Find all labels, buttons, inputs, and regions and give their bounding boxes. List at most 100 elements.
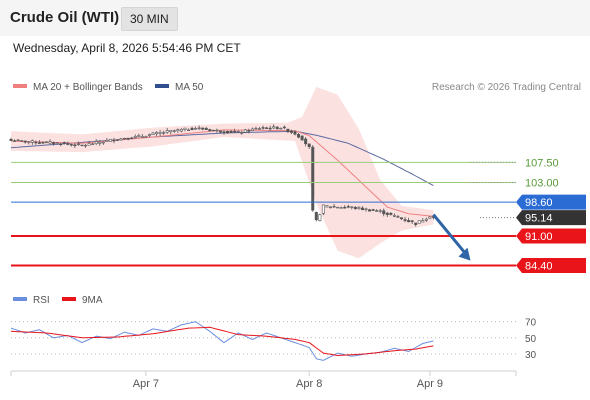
candle: [165, 127, 169, 134]
candle: [204, 126, 208, 130]
candle: [243, 128, 247, 134]
candle: [289, 129, 293, 135]
candle: [325, 205, 329, 208]
candle: [304, 137, 308, 147]
candle: [126, 137, 130, 141]
price-tag-label-support: 91.00: [525, 231, 553, 243]
candle: [187, 128, 191, 131]
candle: [69, 143, 73, 147]
candle: [62, 141, 66, 145]
candle: [265, 126, 269, 129]
candle: [261, 125, 265, 130]
candle: [222, 129, 226, 135]
price-tag-last: [516, 210, 586, 226]
rsi-legend-swatch: [13, 297, 27, 301]
candle: [240, 130, 244, 135]
candle: [257, 127, 261, 130]
rsi-series-rsi: [10, 321, 434, 361]
candle: [30, 139, 34, 145]
candle: [169, 130, 173, 135]
candle: [130, 136, 134, 140]
candle: [84, 144, 88, 148]
price-tag-label-pivot: 98.60: [525, 197, 553, 209]
candle: [403, 216, 407, 223]
candle: [371, 208, 375, 211]
price-tag-support: [516, 257, 586, 273]
candle: [321, 204, 325, 216]
interval-button[interactable]: 30 MIN: [121, 7, 178, 31]
bollinger-band: [11, 87, 434, 259]
candle: [272, 124, 276, 130]
candle: [378, 208, 382, 214]
candle: [233, 128, 237, 133]
candle: [158, 129, 162, 136]
main-legend: MA 20 + Bollinger Bands MA 50 Research ©…: [13, 82, 581, 93]
chart-header: Crude Oil (WTI) 30 MIN: [0, 0, 590, 36]
candle: [254, 126, 258, 130]
price-tag-label-support: 84.40: [525, 260, 553, 272]
candle: [375, 209, 379, 212]
candle: [211, 129, 215, 132]
ma50-line: [10, 130, 434, 187]
candle: [282, 125, 286, 130]
candle: [364, 207, 368, 212]
candle: [236, 130, 240, 133]
candle: [140, 133, 144, 138]
candle: [27, 141, 31, 145]
candle: [147, 133, 151, 137]
candle: [87, 140, 91, 146]
candle: [123, 137, 127, 140]
candle: [247, 128, 251, 134]
candle: [101, 141, 105, 145]
candle: [201, 127, 205, 131]
candle: [357, 206, 361, 210]
candle: [20, 140, 24, 143]
candle: [44, 140, 48, 144]
candle: [399, 217, 403, 221]
x-tick-label: Apr 9: [417, 378, 443, 390]
candle: [428, 215, 432, 219]
rsi-ma-legend-swatch: [62, 297, 76, 301]
candle: [382, 208, 386, 217]
level-lines: 107.50 103.00 98.60 95.14 91.00 84.40: [11, 157, 586, 273]
candle: [346, 204, 350, 209]
candle: [297, 133, 301, 139]
level-label-resistance: 107.50: [525, 157, 559, 169]
forecast-arrow-head: [458, 247, 471, 261]
candle: [410, 219, 414, 224]
candle: [332, 203, 336, 208]
candle: [250, 127, 254, 132]
candles: [9, 124, 435, 227]
forecast-arrow-shaft: [432, 213, 467, 255]
candle: [360, 206, 364, 211]
candle: [407, 217, 411, 223]
candle: [368, 208, 372, 212]
candle: [279, 127, 283, 130]
candle: [389, 212, 393, 216]
candle: [314, 211, 318, 222]
candle: [41, 141, 45, 144]
candle: [385, 212, 389, 218]
rsi-legend: RSI 9MA: [13, 295, 103, 306]
credit-text: Research © 2026 Trading Central: [432, 82, 581, 93]
ma20-legend-label: MA 20 + Bollinger Bands: [33, 82, 143, 93]
timestamp: Wednesday, April 8, 2026 5:54:46 PM CET: [13, 41, 241, 55]
x-tick-label: Apr 8: [296, 378, 322, 390]
candle: [293, 130, 297, 136]
candle: [80, 144, 84, 147]
candle: [197, 125, 201, 131]
candle: [183, 127, 187, 132]
candle: [34, 140, 38, 145]
price-tag-pivot: [516, 194, 586, 210]
candle: [343, 205, 347, 209]
candle: [311, 145, 315, 212]
candle: [286, 128, 290, 134]
candle: [336, 206, 340, 209]
price-tag-label-last: 95.14: [525, 213, 553, 225]
candle: [116, 139, 120, 141]
candle: [108, 138, 112, 142]
candle: [23, 140, 27, 144]
ma20-legend-swatch: [13, 84, 27, 88]
candle: [94, 139, 98, 146]
